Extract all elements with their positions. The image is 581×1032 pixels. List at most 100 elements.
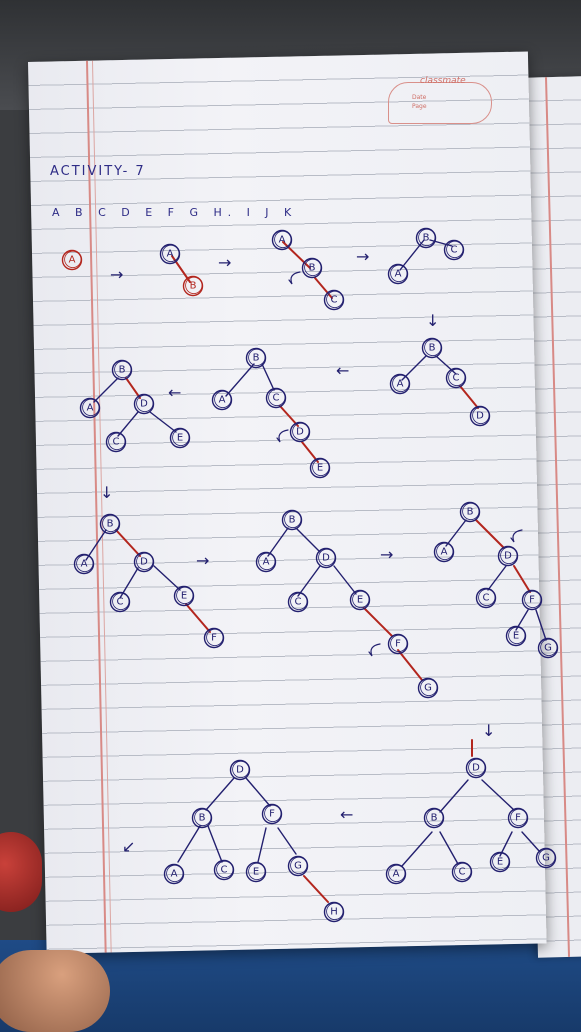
tree-node-c: C — [105, 431, 127, 453]
tree-node-a: A — [61, 249, 83, 271]
tree-node-d: D — [465, 757, 487, 779]
node-circle — [169, 427, 191, 449]
tree-edge — [115, 529, 141, 557]
node-label: G — [424, 683, 432, 694]
node-label: C — [459, 867, 466, 878]
tree-edge — [439, 831, 459, 865]
node-label: F — [395, 639, 401, 650]
node-circle-inner — [446, 240, 464, 258]
node-label: D — [140, 557, 148, 568]
node-circle-inner — [108, 432, 126, 450]
node-label: E — [177, 433, 183, 444]
node-circle — [469, 405, 491, 427]
insertion-sequence: A B C D E F G H. I J K — [52, 206, 298, 219]
node-circle-inner — [206, 628, 224, 647]
node-circle — [163, 863, 185, 885]
node-label: B — [467, 507, 474, 518]
node-label: A — [69, 255, 76, 266]
node-circle — [387, 633, 409, 655]
node-label: G — [544, 643, 552, 654]
tree-node-b: B — [301, 257, 323, 279]
node-circle-inner — [258, 552, 276, 571]
tree-node-f: F — [507, 807, 529, 829]
node-label: B — [190, 281, 197, 292]
tree-node-a: A — [163, 863, 185, 885]
node-circle — [261, 803, 283, 825]
node-circle — [255, 551, 277, 573]
node-circle-inner — [492, 852, 510, 871]
node-label: D — [472, 763, 480, 774]
tree-node-c: C — [451, 861, 473, 883]
step-arrow-left: ← — [336, 361, 349, 380]
tree-node-e: E — [309, 457, 331, 479]
tree-edge — [363, 607, 393, 637]
node-circle — [497, 545, 519, 567]
node-circle-inner — [136, 394, 154, 412]
node-label: B — [431, 813, 438, 824]
node-label: E — [497, 857, 503, 868]
node-circle — [521, 589, 543, 611]
tree-edge — [445, 519, 467, 547]
node-label: B — [107, 519, 114, 530]
tree-node-d: D — [133, 393, 155, 415]
node-circle-inner — [248, 862, 266, 881]
node-label: B — [199, 813, 206, 824]
step-arrow-right: → — [196, 551, 209, 570]
node-circle — [323, 289, 345, 311]
node-label: A — [441, 547, 448, 558]
tree-node-a: A — [385, 863, 407, 885]
node-circle — [489, 851, 511, 873]
node-circle — [245, 347, 267, 369]
node-label: A — [397, 379, 404, 390]
tree-edge — [279, 405, 299, 427]
node-circle — [465, 757, 487, 779]
tree-node-b: B — [281, 509, 303, 531]
node-label: A — [171, 869, 178, 880]
tree-edge — [177, 825, 201, 863]
tree-node-b: B — [99, 513, 121, 535]
tree-node-c: C — [323, 289, 345, 311]
node-label: D — [140, 399, 148, 410]
tree-edge — [487, 565, 507, 591]
node-label: E — [357, 595, 363, 606]
tree-edge — [185, 603, 211, 633]
node-circle — [287, 591, 309, 613]
tree-edge — [85, 529, 107, 561]
node-circle-inner — [194, 808, 212, 827]
node-circle — [159, 243, 181, 265]
step-arrow-down: ↓ — [100, 483, 113, 502]
node-label: A — [81, 559, 88, 570]
node-circle-inner — [82, 398, 100, 416]
node-circle-inner — [176, 586, 194, 605]
brand-page-label: Page — [412, 103, 427, 110]
tree-node-a: A — [255, 551, 277, 573]
tree-node-a: A — [389, 373, 411, 395]
brand-name: classmate — [420, 76, 466, 86]
node-circle-inner — [290, 592, 308, 611]
node-circle-inner — [162, 244, 180, 262]
node-circle — [105, 431, 127, 453]
tree-node-d: D — [289, 421, 311, 443]
node-circle — [281, 509, 303, 531]
node-circle-inner — [478, 588, 496, 607]
node-circle-inner — [420, 678, 438, 697]
node-circle — [417, 677, 439, 699]
node-circle-inner — [136, 552, 154, 571]
tree-edge — [521, 831, 541, 853]
node-label: E — [513, 631, 519, 642]
node-circle-inner — [248, 348, 266, 366]
node-circle-inner — [426, 808, 444, 827]
node-label: C — [117, 597, 124, 608]
node-circle-inner — [454, 862, 472, 881]
node-circle-inner — [352, 590, 370, 609]
tree-node-a: A — [79, 397, 101, 419]
node-circle-inner — [312, 458, 330, 476]
tree-edge — [267, 527, 289, 557]
node-circle-inner — [524, 590, 542, 609]
tree-node-c: C — [443, 239, 465, 261]
tree-node-c: C — [287, 591, 309, 613]
node-circle-inner — [284, 510, 302, 529]
node-circle-inner — [64, 250, 82, 268]
node-circle — [415, 227, 437, 249]
node-circle — [133, 551, 155, 573]
